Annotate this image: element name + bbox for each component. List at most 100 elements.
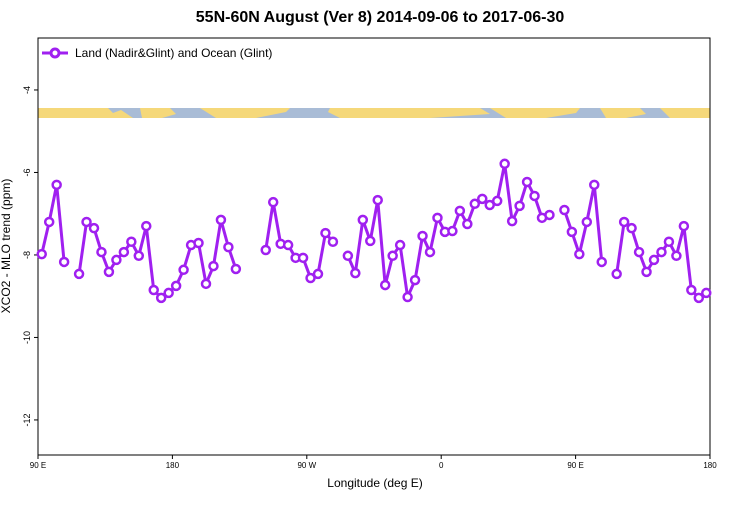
x-tick-label: 90 E [30, 461, 46, 470]
point [701, 287, 712, 299]
point [506, 215, 518, 227]
point [342, 250, 354, 262]
point [73, 268, 85, 280]
point [596, 256, 607, 268]
point [409, 274, 421, 286]
point [36, 248, 47, 260]
point [469, 198, 481, 210]
point [193, 237, 204, 249]
point [626, 222, 637, 234]
point [529, 190, 540, 202]
point [223, 241, 234, 253]
point [267, 196, 279, 208]
y-tick-label: -10 [22, 331, 32, 344]
point [200, 278, 212, 290]
point [88, 222, 100, 234]
point [589, 179, 600, 191]
point [148, 284, 159, 296]
point [499, 158, 510, 170]
point [133, 250, 145, 262]
point [103, 266, 115, 278]
point [58, 256, 70, 268]
point [215, 214, 227, 226]
point [663, 236, 675, 248]
point [678, 220, 690, 232]
point [484, 199, 495, 211]
point [350, 267, 361, 279]
point [155, 292, 167, 304]
y-tick-label: -4 [22, 86, 32, 94]
point [81, 216, 92, 228]
point [618, 216, 630, 228]
point [693, 292, 705, 304]
x-tick-label: 0 [439, 461, 444, 470]
point [96, 246, 107, 258]
legend-label: Land (Nadir&Glint) and Ocean (Glint) [75, 46, 272, 60]
x-tick-label: 90 E [567, 461, 583, 470]
point [514, 200, 525, 212]
plot-frame [37, 37, 711, 456]
point [357, 214, 369, 226]
point [282, 239, 294, 251]
series-line [40, 183, 66, 263]
point [424, 246, 436, 258]
series-line [77, 218, 238, 300]
point [305, 272, 316, 284]
x-tick-label: 180 [703, 461, 717, 470]
point [641, 266, 652, 278]
point [43, 216, 55, 228]
point [372, 194, 383, 206]
point [521, 176, 533, 188]
point [208, 260, 219, 272]
point [491, 195, 503, 207]
point [656, 246, 667, 258]
point [566, 226, 578, 238]
y-tick-label: -6 [22, 168, 32, 176]
y-tick-label: -8 [22, 251, 32, 259]
x-tick-label: 180 [166, 461, 180, 470]
x-axis-label: Longitude (deg E) [327, 476, 422, 490]
point [51, 179, 62, 191]
point [297, 252, 309, 264]
point [260, 244, 271, 256]
point [477, 193, 488, 205]
y-axis-label: XCO2 - MLO trend (ppm) [0, 179, 13, 314]
map-strip [38, 108, 710, 118]
point [671, 250, 682, 262]
point [648, 254, 660, 266]
point [320, 227, 331, 239]
point [163, 287, 174, 299]
point [432, 212, 443, 224]
point [462, 218, 473, 230]
point [230, 263, 242, 275]
point [686, 284, 697, 296]
point [394, 239, 406, 251]
point [118, 246, 130, 258]
point [559, 204, 570, 216]
x-tick-label: 90 W [297, 461, 316, 470]
point [454, 205, 466, 217]
point [417, 230, 428, 242]
point [633, 246, 645, 258]
legend-marker [49, 47, 61, 59]
point [387, 250, 398, 262]
point [402, 291, 413, 303]
series-line [264, 200, 335, 280]
point [178, 264, 189, 276]
point [447, 225, 458, 237]
point [327, 236, 339, 248]
point [170, 280, 182, 292]
point [111, 254, 122, 266]
chart-title: 55N-60N August (Ver 8) 2014-09-06 to 201… [196, 9, 565, 26]
legend: Land (Nadir&Glint) and Ocean (Glint) [42, 46, 272, 60]
point [611, 268, 622, 280]
point [581, 216, 593, 228]
point [126, 236, 137, 248]
point [379, 279, 391, 291]
point [574, 248, 585, 260]
point [544, 209, 555, 221]
point [365, 235, 376, 247]
point [312, 268, 324, 280]
point [141, 220, 152, 232]
